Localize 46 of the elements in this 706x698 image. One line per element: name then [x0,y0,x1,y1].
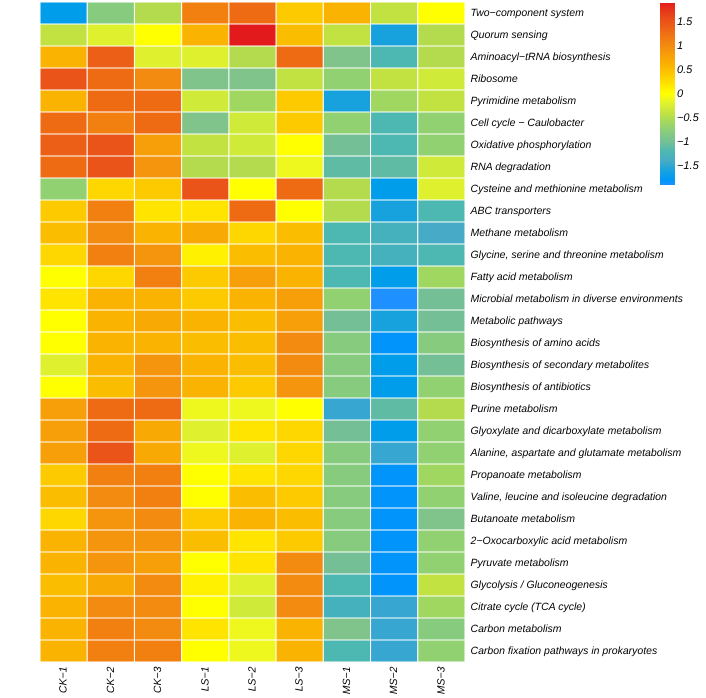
x-tick-label: CK−2 [104,666,117,694]
x-tick-label: MS−1 [340,666,353,694]
y-tick-label: Ribosome [470,73,518,85]
y-tick-label: Glyoxylate and dicarboxylate metabolism [470,425,662,437]
color-bar-label: −1 [677,136,690,148]
y-tick-label: Oxidative phosphorylation [470,139,592,151]
y-tick-label: Pyrimidine metabolism [470,95,576,107]
x-tick-label: LS−2 [246,666,258,692]
y-tick-label: Two−component system [470,7,584,19]
y-tick-label: Methane metabolism [470,227,568,239]
y-tick-label: Biosynthesis of amino acids [470,337,601,349]
color-bar-label: 0.5 [677,64,694,76]
color-bar-label: 0 [677,88,684,100]
y-tick-label: Biosynthesis of secondary metabolites [470,359,650,371]
y-tick-label: RNA degradation [470,161,551,173]
x-tick-label: LS−3 [294,666,306,692]
y-tick-label: Glycolysis / Gluconeogenesis [470,579,608,591]
y-tick-label: Propanoate metabolism [470,469,582,481]
x-tick-label: CK−1 [58,666,70,694]
x-tick-label: MS−2 [388,666,400,694]
y-tick-label: Microbial metabolism in diverse environments [470,293,684,305]
color-bar-label: 1 [677,40,684,52]
y-tick-label: Cysteine and methionine metabolism [470,183,643,195]
y-tick-label: Cell cycle − Caulobacter [470,117,585,129]
x-tick-label: LS−1 [199,666,212,692]
y-tick-label: Citrate cycle (TCA cycle) [470,601,586,613]
y-tick-label: Fatty acid metabolism [470,271,573,283]
y-tick-label: Quorum sensing [470,29,548,41]
y-tick-label: ABC transporters [470,205,552,217]
color-bar-label: 1.5 [677,16,694,28]
x-tick-label: CK−3 [152,666,164,694]
y-tick-label: Biosynthesis of antibiotics [470,381,592,393]
y-tick-label: 2−Oxocarboxylic acid metabolism [470,535,628,547]
y-tick-label: Metabolic pathways [470,315,564,327]
y-tick-label: Aminoacyl−tRNA biosynthesis [470,51,612,63]
y-tick-label: Carbon metabolism [470,623,562,635]
y-tick-label: Butanoate metabolism [470,513,576,525]
color-bar-label: −1.5 [677,160,700,172]
y-tick-label: Carbon fixation pathways in prokaryotes [470,645,658,657]
y-tick-label: Purine metabolism [470,403,558,415]
y-tick-label: Pyruvate metabolism [470,557,569,569]
x-tick-label: MS−3 [435,666,448,694]
color-bar-label: −0.5 [677,112,700,124]
y-tick-label: Alanine, aspartate and glutamate metabolism [470,447,682,459]
y-tick-label: Valine, leucine and isoleucine degradation [470,491,667,503]
y-tick-label: Glycine, serine and threonine metabolism [470,249,664,261]
